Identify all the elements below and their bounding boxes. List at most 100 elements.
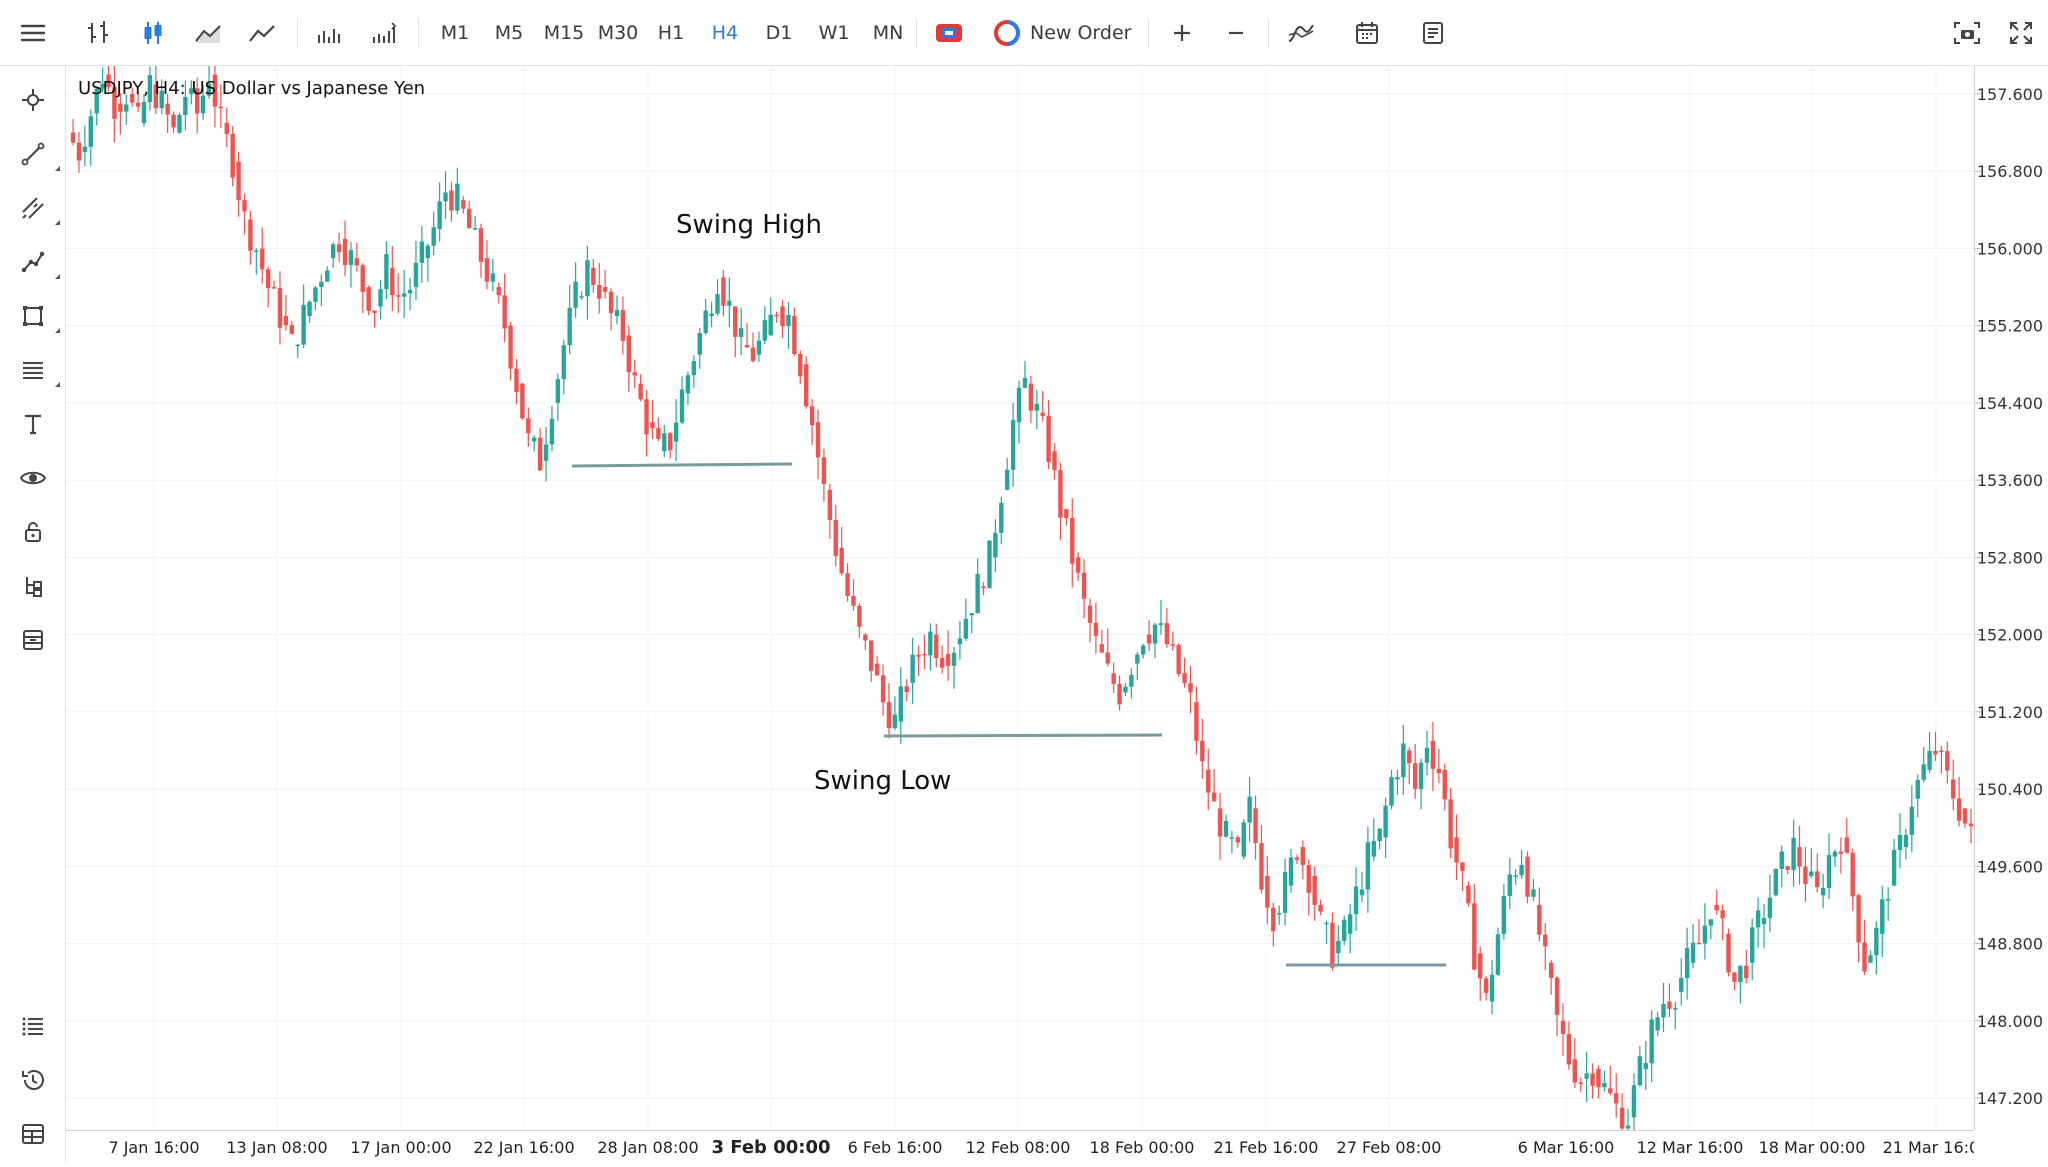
candle-body xyxy=(1826,855,1832,888)
candle-body xyxy=(1590,1073,1595,1086)
channel-icon[interactable] xyxy=(0,185,66,231)
candle-body xyxy=(1377,828,1382,842)
candle-body xyxy=(1939,750,1944,752)
fibonacci-icon[interactable] xyxy=(0,347,66,393)
candle-body xyxy=(277,288,283,328)
timeframe-d1[interactable]: D1 xyxy=(765,22,793,44)
candle-body xyxy=(1951,779,1956,799)
visibility-eye-icon[interactable] xyxy=(0,455,66,501)
candle-body xyxy=(555,379,561,403)
new-order-button[interactable]: New Order xyxy=(1030,22,1132,44)
templates-icon[interactable] xyxy=(1412,0,1454,66)
area-chart-icon[interactable] xyxy=(188,0,228,66)
calendar-icon[interactable] xyxy=(1346,0,1388,66)
candle-body xyxy=(265,269,271,289)
candle-body xyxy=(585,260,590,297)
swing-low-level-line xyxy=(883,733,1163,738)
candle-body xyxy=(1448,799,1453,849)
candle-body xyxy=(1265,875,1270,908)
chart-canvas[interactable] xyxy=(66,56,1974,1141)
candle-body xyxy=(673,422,679,442)
candle-body xyxy=(945,653,951,666)
candle-body xyxy=(910,654,915,683)
candle-body xyxy=(1430,740,1436,769)
timeframe-m15[interactable]: M15 xyxy=(543,22,585,44)
timeframe-h1[interactable]: H1 xyxy=(657,22,685,44)
timeframe-m30[interactable]: M30 xyxy=(597,22,639,44)
crosshair-icon[interactable] xyxy=(0,77,66,123)
timeframe-mn[interactable]: MN xyxy=(872,22,904,44)
history-icon[interactable] xyxy=(0,1057,66,1103)
object-tree-icon[interactable] xyxy=(0,563,66,609)
candle-body xyxy=(295,344,300,347)
bar-chart-icon[interactable] xyxy=(78,0,118,66)
candle-body xyxy=(1164,623,1170,645)
candle-body xyxy=(845,573,850,597)
lock-icon[interactable] xyxy=(0,509,66,555)
candle-body xyxy=(650,422,655,429)
candle-body xyxy=(1312,875,1317,905)
candle-body xyxy=(449,190,454,211)
candle-body xyxy=(656,428,661,439)
candle-body xyxy=(390,267,395,296)
tick-volume-icon[interactable] xyxy=(364,0,404,66)
price-label: 147.200 xyxy=(1977,1089,2043,1108)
candle-body xyxy=(1170,644,1175,646)
candle-body xyxy=(744,345,750,348)
trend-line-icon[interactable] xyxy=(0,131,66,177)
one-click-trading-icon[interactable] xyxy=(928,0,970,66)
price-axis[interactable]: 157.600 156.800 156.000 155.200 154.400 153.6… xyxy=(1974,66,2048,1130)
indicators-icon[interactable] xyxy=(1280,0,1322,66)
candle-body xyxy=(283,316,289,326)
candle-body xyxy=(809,406,815,426)
zoom-in-icon[interactable] xyxy=(1162,0,1202,66)
candle-body xyxy=(1755,910,1761,928)
candle-body xyxy=(425,245,430,259)
timeframe-h4[interactable]: H4 xyxy=(711,22,739,44)
candle-body xyxy=(715,294,720,314)
shapes-icon[interactable] xyxy=(0,293,66,339)
candle-body xyxy=(851,596,856,606)
candle-body xyxy=(1708,919,1714,926)
volume-icon[interactable] xyxy=(309,0,349,66)
candlestick-chart-icon[interactable] xyxy=(133,0,173,66)
menu-icon[interactable] xyxy=(12,0,54,66)
polyline-icon[interactable] xyxy=(0,239,66,285)
text-tool-icon[interactable] xyxy=(0,401,66,447)
timeframe-m5[interactable]: M5 xyxy=(494,22,524,44)
candle-body xyxy=(1288,857,1294,886)
candle-body xyxy=(1259,843,1264,890)
chart-title: USDJPY, H4: US Dollar vs Japanese Yen xyxy=(78,78,426,99)
timeframe-w1[interactable]: W1 xyxy=(818,22,850,44)
screenshot-icon[interactable] xyxy=(1946,0,1988,66)
candle-body xyxy=(591,267,596,285)
timeframe-m1[interactable]: M1 xyxy=(440,22,470,44)
candle-body xyxy=(271,287,277,289)
candle-body xyxy=(721,277,726,306)
candle-body xyxy=(1507,874,1512,896)
time-axis[interactable]: 7 Jan 16:00 13 Jan 08:00 17 Jan 00:00 22 Ja… xyxy=(66,1130,1989,1162)
candle-body xyxy=(1679,978,1684,992)
candle-body xyxy=(1548,962,1554,978)
candle-body xyxy=(1353,886,1359,915)
watchlist-icon[interactable] xyxy=(0,1003,66,1049)
candle-body xyxy=(1537,904,1542,935)
candle-body xyxy=(1856,895,1861,943)
candle-body xyxy=(1200,740,1205,762)
candle-body xyxy=(124,104,129,112)
candle-body xyxy=(1371,841,1376,857)
candle-body xyxy=(543,444,549,461)
candle-body xyxy=(1152,624,1158,644)
drawing-tools-sidebar xyxy=(0,66,66,1162)
time-label: 3 Feb 00:00 xyxy=(711,1137,830,1158)
line-chart-icon[interactable] xyxy=(242,0,282,66)
layers-icon[interactable] xyxy=(0,617,66,663)
candle-body xyxy=(230,133,235,178)
candle-body xyxy=(1064,509,1069,519)
candle-body xyxy=(472,228,478,230)
account-table-icon[interactable] xyxy=(0,1111,66,1157)
candle-body xyxy=(1744,965,1749,979)
zoom-out-icon[interactable] xyxy=(1216,0,1256,66)
new-order-icon[interactable] xyxy=(990,0,1024,66)
fullscreen-icon[interactable] xyxy=(2000,0,2042,66)
